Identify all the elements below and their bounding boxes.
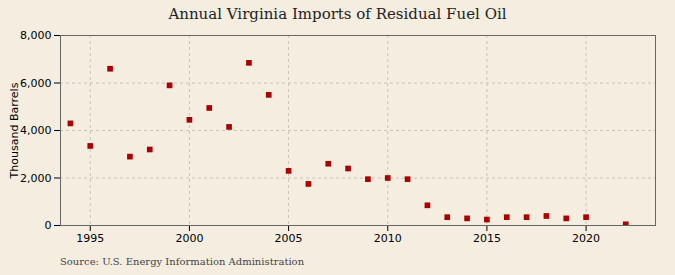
html-text:Source: U.S. Energy Informatio: Source: U.S. Energy Information Administ… [60,256,305,267]
svg-text:1995: 1995 [76,232,104,245]
svg-text:2010: 2010 [374,232,402,245]
svg-text:2000: 2000 [175,232,203,245]
html-text:Annual Virginia Imports of Res: Annual Virginia Imports of Residual Fuel… [168,5,507,23]
svg-text:0: 0 [45,219,52,232]
svg-text:2005: 2005 [275,232,303,245]
svg-text:6,000: 6,000 [20,77,52,90]
svg-text:2020: 2020 [572,232,600,245]
svg-text:Thousand Barrels: Thousand Barrels [8,82,21,179]
svg-text:2015: 2015 [473,232,501,245]
svg-text:4,000: 4,000 [20,124,52,137]
svg-text:8,000: 8,000 [20,29,52,42]
svg-text:2,000: 2,000 [20,172,52,185]
